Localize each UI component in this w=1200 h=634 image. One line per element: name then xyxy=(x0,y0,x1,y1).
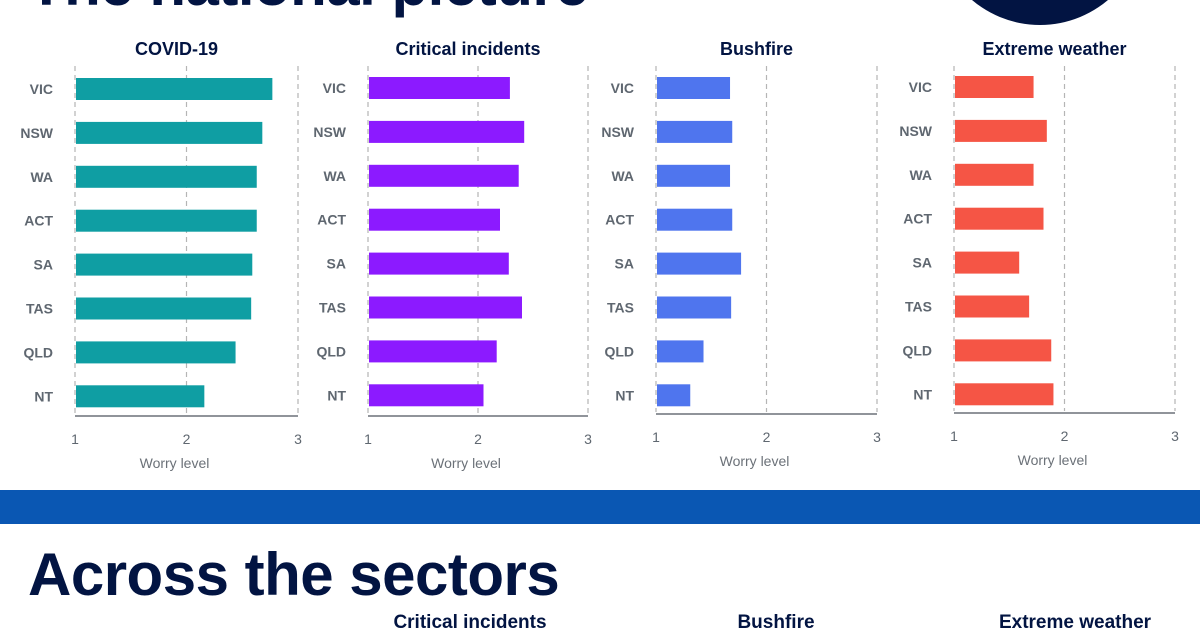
y-tick-label: ACT xyxy=(605,212,634,228)
y-tick-label: ACT xyxy=(317,212,346,228)
x-tick-label: 2 xyxy=(474,431,482,447)
y-tick-label: NT xyxy=(327,387,346,403)
y-tick-label: SA xyxy=(34,257,53,273)
bar-nsw xyxy=(76,121,263,144)
bar-nsw xyxy=(955,119,1047,142)
x-tick-label: 2 xyxy=(1061,428,1069,444)
y-tick-label: QLD xyxy=(23,344,53,360)
y-tick-label: TAS xyxy=(905,299,932,315)
y-tick-label: NT xyxy=(34,388,53,404)
bar-vic xyxy=(76,78,273,100)
y-tick-label: WA xyxy=(30,169,53,185)
bar-wa xyxy=(657,164,731,187)
bar-sa xyxy=(369,252,509,275)
bar-wa xyxy=(76,165,257,188)
y-tick-label: QLD xyxy=(604,343,634,359)
bar-nt xyxy=(369,384,484,407)
partial-chart-title: Bushfire xyxy=(737,612,815,633)
x-tick-label: 3 xyxy=(873,429,881,445)
bar-vic xyxy=(657,77,731,99)
charts-area: COVID-19 1 2 3 Worry level VIC NSW WA ACT SA TAS QL… xyxy=(20,39,1179,471)
y-tick-label: WA xyxy=(323,168,346,184)
x-tick-label: 3 xyxy=(584,431,592,447)
x-tick-label: 3 xyxy=(1171,428,1179,444)
bar-nt xyxy=(76,385,205,408)
bar-qld xyxy=(955,339,1052,362)
partial-chart-title: Extreme weather xyxy=(998,612,1152,633)
bar-tas xyxy=(76,297,252,320)
y-tick-label: NSW xyxy=(899,123,932,139)
y-tick-label: VIC xyxy=(611,80,634,96)
partial-chart-title: Critical incidents xyxy=(393,612,547,633)
x-tick-label: 1 xyxy=(950,428,958,444)
bar-qld xyxy=(76,341,236,364)
chart-title: Bushfire xyxy=(720,39,793,59)
y-tick-label: TAS xyxy=(607,300,634,316)
y-tick-label: ACT xyxy=(903,211,932,227)
bar-tas xyxy=(955,295,1030,318)
y-tick-label: SA xyxy=(327,256,346,272)
chart-title: Critical incidents xyxy=(395,39,540,59)
bar-nt xyxy=(657,384,691,407)
y-tick-label: QLD xyxy=(316,343,346,359)
y-tick-label: VIC xyxy=(323,80,346,96)
y-tick-label: TAS xyxy=(26,301,53,317)
x-tick-label: 1 xyxy=(652,429,660,445)
y-tick-label: VIC xyxy=(30,81,53,97)
y-tick-label: NSW xyxy=(313,124,346,140)
x-axis-label: Worry level xyxy=(720,453,790,469)
bar-vic xyxy=(955,76,1034,98)
section-title: Across the sectors xyxy=(28,541,560,608)
y-tick-label: NSW xyxy=(20,125,53,141)
chart-title: Extreme weather xyxy=(982,39,1126,59)
y-tick-label: WA xyxy=(909,167,932,183)
y-tick-label: SA xyxy=(615,256,634,272)
x-tick-label: 2 xyxy=(763,429,771,445)
bar-act xyxy=(76,209,257,232)
bar-wa xyxy=(955,163,1034,186)
bar-sa xyxy=(76,253,253,276)
bar-wa xyxy=(369,164,519,187)
bar-nsw xyxy=(657,120,733,143)
x-tick-label: 1 xyxy=(71,431,79,447)
y-tick-label: QLD xyxy=(902,342,932,358)
x-axis-label: Worry level xyxy=(431,455,501,471)
y-tick-label: ACT xyxy=(24,213,53,229)
bar-act xyxy=(657,208,733,231)
bar-act xyxy=(955,207,1044,230)
x-axis-label: Worry level xyxy=(140,455,210,471)
y-tick-label: SA xyxy=(913,255,932,271)
y-tick-label: NT xyxy=(913,386,932,402)
bar-tas xyxy=(657,296,732,319)
y-tick-label: WA xyxy=(611,168,634,184)
bar-sa xyxy=(955,251,1020,274)
bar-nt xyxy=(955,383,1054,406)
bar-sa xyxy=(657,252,742,275)
bar-nsw xyxy=(369,120,525,143)
section-divider-band xyxy=(0,490,1200,524)
x-tick-label: 1 xyxy=(364,431,372,447)
x-tick-label: 2 xyxy=(183,431,191,447)
bar-act xyxy=(369,208,500,231)
bar-qld xyxy=(657,340,704,363)
y-tick-label: NSW xyxy=(601,124,634,140)
bar-tas xyxy=(369,296,522,319)
x-tick-label: 3 xyxy=(294,431,302,447)
chart-title: COVID-19 xyxy=(135,39,218,59)
bar-qld xyxy=(369,340,497,363)
bar-vic xyxy=(369,77,510,99)
page-title: The national picture xyxy=(28,0,589,19)
y-tick-label: TAS xyxy=(319,300,346,316)
y-tick-label: VIC xyxy=(909,79,932,95)
x-axis-label: Worry level xyxy=(1018,452,1088,468)
y-tick-label: NT xyxy=(615,387,634,403)
